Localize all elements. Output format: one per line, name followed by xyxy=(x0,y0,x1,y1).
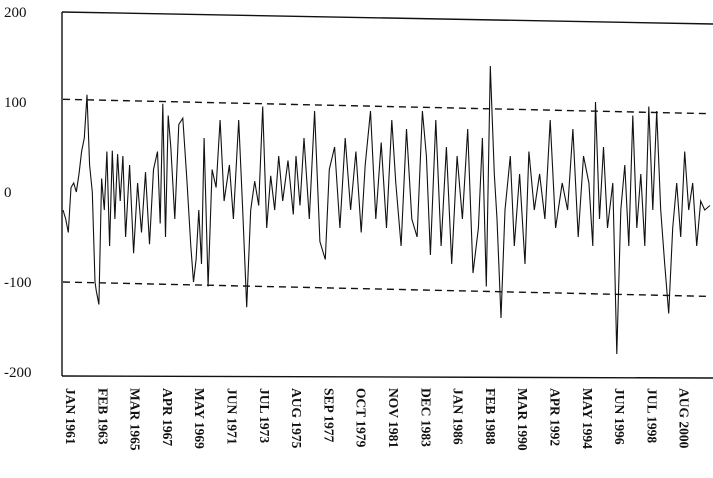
x-tick-label: JUL 1973 xyxy=(257,388,272,443)
x-tick-label: JUN 1996 xyxy=(612,388,627,445)
x-tick-label: NOV 1981 xyxy=(386,388,401,448)
top-border-line xyxy=(61,11,713,25)
x-tick-label: FEB 1988 xyxy=(483,388,498,445)
x-tick-label: AUG 2000 xyxy=(677,388,692,449)
x-tick-label: FEB 1963 xyxy=(95,388,110,445)
x-tick-label: JAN 1961 xyxy=(63,388,78,445)
x-tick-label: SEP 1977 xyxy=(321,388,336,443)
x-tick-label: MAY 1969 xyxy=(192,388,207,449)
frame xyxy=(61,11,713,379)
y-tick-label: -100 xyxy=(4,275,32,291)
upper-bound-line xyxy=(62,98,711,115)
x-tick-label: MAR 1965 xyxy=(128,388,143,451)
x-tick-label: JUN 1971 xyxy=(225,388,240,445)
x-tick-label: MAY 1994 xyxy=(580,388,595,449)
y-tick-label: 100 xyxy=(4,95,27,111)
x-tick-label: APR 1992 xyxy=(548,388,563,446)
x-tick-label: JUL 1998 xyxy=(644,388,659,443)
lower-bound-line xyxy=(62,281,711,298)
x-tick-label: APR 1967 xyxy=(160,388,175,446)
plot-area xyxy=(62,65,711,355)
y-tick-label: 200 xyxy=(4,5,27,21)
y-axis: 200 100 0 -100 -200 xyxy=(4,5,63,381)
y-tick-label: 0 xyxy=(4,185,12,201)
x-tick-label: JAN 1986 xyxy=(451,388,466,445)
x-axis-line xyxy=(61,375,713,379)
x-tick-label: MAR 1990 xyxy=(515,388,530,451)
x-tick-label: OCT 1979 xyxy=(354,388,369,448)
y-tick-label: -200 xyxy=(4,365,32,381)
x-axis: JAN 1961 FEB 1963 MAR 1965 APR 1967 MAY … xyxy=(63,388,692,451)
x-tick-label: DEC 1983 xyxy=(418,388,433,447)
data-series-line xyxy=(62,65,711,355)
x-tick-label: AUG 1975 xyxy=(289,388,304,449)
